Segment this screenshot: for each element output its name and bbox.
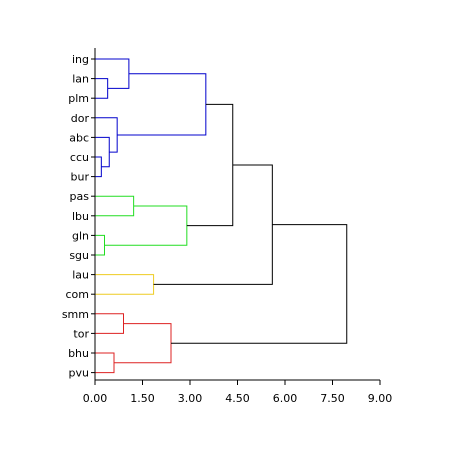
x-tick-label: 0.00 <box>83 392 108 405</box>
branch-n7 <box>95 195 135 217</box>
leaf-label-lau: lau <box>72 269 89 282</box>
branch-n15 <box>114 323 172 364</box>
leaf-label-lbu: lbu <box>72 210 89 223</box>
branch-n4 <box>95 136 110 168</box>
leaf-label-abc: abc <box>69 131 89 144</box>
branch-n3 <box>95 156 102 178</box>
branch-n12 <box>153 164 273 285</box>
leaf-label-bhu: bhu <box>68 347 89 360</box>
leaf-label-pas: pas <box>70 190 90 203</box>
branch-n14 <box>95 352 115 374</box>
branch-n9 <box>104 205 188 246</box>
leaf-label-com: com <box>66 288 90 301</box>
x-tick-label: 4.50 <box>225 392 250 405</box>
axes <box>94 48 380 381</box>
leaf-label-tor: tor <box>73 327 89 340</box>
x-tick-label: 6.00 <box>273 392 298 405</box>
branch-n5 <box>95 117 118 153</box>
leaf-label-ccu: ccu <box>70 151 89 164</box>
x-ticks: 0.00 1.50 3.00 4.50 6.00 7.50 9.00 <box>83 380 393 405</box>
leaf-label-dor: dor <box>71 112 90 125</box>
x-tick-label: 9.00 <box>368 392 393 405</box>
leaf-label-lan: lan <box>72 73 89 86</box>
leaf-label-pvu: pvu <box>69 367 89 380</box>
branch-n11 <box>95 274 155 295</box>
leaf-label-sgu: sgu <box>69 249 89 262</box>
leaf-labels: ing lan plm dor abc ccu bur pas lbu gln sgu lau com s… <box>62 53 95 380</box>
branch-n1 <box>95 78 109 99</box>
leaf-label-plm: plm <box>68 92 89 105</box>
branch-n8 <box>95 234 105 256</box>
x-tick-label: 3.00 <box>178 392 203 405</box>
leaf-label-gln: gln <box>72 229 89 242</box>
branch-n13 <box>95 313 124 334</box>
leaf-label-ing: ing <box>72 53 89 66</box>
branch-n10 <box>186 103 234 227</box>
branch-n2 <box>95 58 130 89</box>
dendrogram-branches <box>95 58 348 374</box>
x-tick-label: 7.50 <box>320 392 345 405</box>
branch-n6 <box>117 73 207 136</box>
x-tick-label: 1.50 <box>130 392 155 405</box>
leaf-label-smm: smm <box>62 308 89 321</box>
leaf-label-bur: bur <box>71 171 90 184</box>
branch-n16 <box>171 224 348 344</box>
